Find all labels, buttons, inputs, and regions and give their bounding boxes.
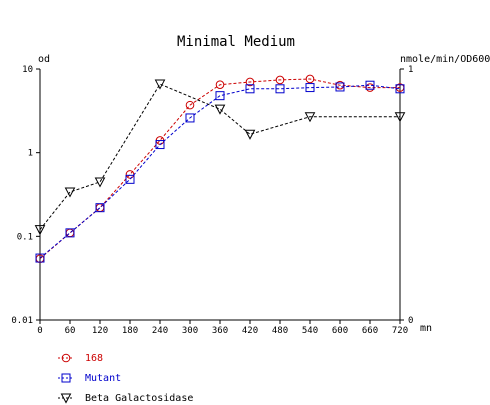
- data-point: [305, 74, 315, 84]
- x-tick-label: 720: [392, 326, 408, 336]
- data-point: [34, 225, 46, 236]
- data-point: [214, 104, 226, 115]
- x-unit-label: mn: [420, 323, 432, 334]
- y-right-tick-label: 0: [408, 316, 413, 326]
- legend-marker: [60, 393, 72, 404]
- data-point: [215, 80, 225, 89]
- x-tick-label: 660: [362, 326, 378, 336]
- y-left-tick-label: 0.1: [17, 232, 33, 242]
- data-point: [185, 113, 195, 123]
- x-tick-label: 420: [242, 326, 258, 336]
- data-point: [95, 203, 105, 213]
- legend-label: Beta Galactosidase: [85, 393, 193, 404]
- x-tick-label: 120: [92, 326, 108, 336]
- x-tick-label: 480: [272, 326, 288, 336]
- series-layer: [34, 74, 406, 264]
- y-left-tick-label: 10: [22, 65, 33, 75]
- x-tick-label: 60: [65, 326, 76, 336]
- legend-marker: [61, 373, 71, 383]
- x-tick-label: 240: [152, 326, 168, 336]
- data-point: [304, 112, 316, 123]
- data-point: [215, 91, 225, 101]
- data-point: [65, 228, 75, 238]
- data-point: [35, 253, 45, 263]
- data-point: [365, 80, 375, 90]
- data-point: [245, 77, 255, 87]
- data-point: [154, 79, 166, 90]
- data-point: [395, 84, 405, 94]
- legend-marker: [61, 353, 71, 363]
- series-line-2: [39, 83, 400, 230]
- y-left-tick-label: 0.01: [11, 316, 33, 326]
- left-axis-label: od: [38, 54, 50, 65]
- data-point: [244, 129, 256, 140]
- data-point: [64, 187, 76, 198]
- data-point: [94, 177, 106, 188]
- data-point: [125, 174, 135, 184]
- chart-title: Minimal Medium: [177, 34, 295, 50]
- series-line-1: [39, 84, 401, 259]
- y-right-tick-label: 1: [408, 65, 413, 75]
- data-point: [185, 100, 195, 110]
- data-point: [125, 170, 135, 179]
- x-tick-label: 600: [332, 326, 348, 336]
- y-left-tick-label: 1: [28, 149, 33, 159]
- x-tick-label: 540: [302, 326, 318, 336]
- x-tick-label: 360: [212, 326, 228, 336]
- data-point: [394, 112, 406, 123]
- legend: 168 Mutant Beta Galactosidase: [58, 353, 193, 404]
- legend-label: Mutant: [85, 373, 121, 384]
- data-point: [305, 83, 315, 93]
- data-point: [275, 75, 285, 85]
- axis-ticks: 0 60 120 180 240 300 360 420 480 540 600 660 7201010…: [11, 65, 413, 336]
- x-tick-label: 0: [37, 326, 42, 336]
- data-point: [335, 82, 345, 92]
- series-line-0: [39, 78, 400, 260]
- x-tick-label: 180: [122, 326, 138, 336]
- data-point: [245, 84, 255, 94]
- right-axis-label: nmole/min/OD600: [400, 54, 490, 65]
- x-tick-label: 300: [182, 326, 198, 336]
- legend-label: 168: [85, 353, 103, 364]
- data-point: [155, 140, 165, 150]
- data-point: [275, 84, 285, 94]
